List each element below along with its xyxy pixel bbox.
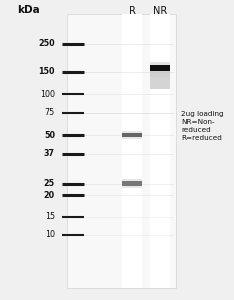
Bar [150, 71, 170, 89]
Bar [150, 14, 170, 288]
Bar [150, 65, 170, 71]
Text: 10: 10 [45, 230, 55, 239]
Bar [122, 133, 142, 137]
Text: R: R [129, 5, 136, 16]
Bar [122, 179, 142, 188]
Text: 25: 25 [44, 179, 55, 188]
Text: NR: NR [153, 5, 167, 16]
Text: kDa: kDa [17, 4, 40, 15]
Text: 150: 150 [38, 68, 55, 76]
Text: 250: 250 [38, 39, 55, 48]
Bar [122, 181, 142, 186]
Bar [122, 14, 142, 288]
Text: 15: 15 [45, 212, 55, 221]
Text: 20: 20 [44, 190, 55, 200]
Text: 100: 100 [40, 90, 55, 99]
Text: 75: 75 [45, 108, 55, 117]
Text: 50: 50 [44, 130, 55, 140]
Text: 2ug loading
NR=Non-
reduced
R=reduced: 2ug loading NR=Non- reduced R=reduced [181, 111, 224, 141]
Bar [150, 62, 170, 77]
Bar [67, 14, 176, 288]
Bar [122, 131, 142, 139]
Text: 37: 37 [44, 149, 55, 158]
